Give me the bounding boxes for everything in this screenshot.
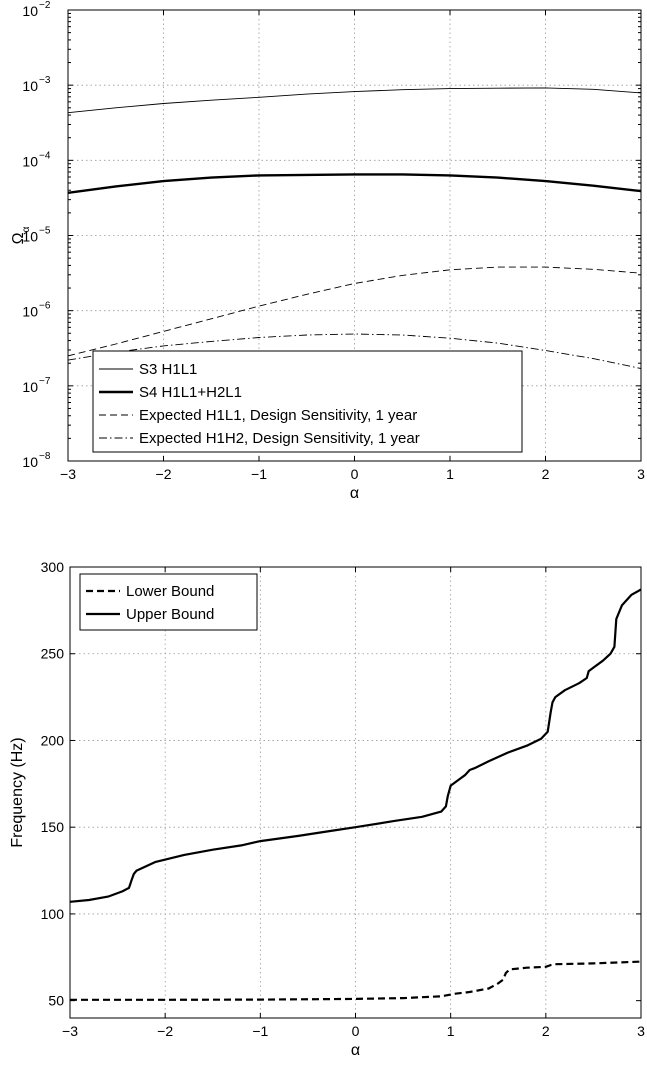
y-tick-exponent: −5 bbox=[39, 226, 51, 237]
x-tick-label: 2 bbox=[542, 1023, 550, 1039]
legend-label: Upper Bound bbox=[126, 606, 214, 623]
legend-label: Expected H1H2, Design Sensitivity, 1 yea… bbox=[139, 430, 420, 447]
y-axis-label-symbol: Ω bbox=[10, 232, 27, 244]
y-tick-base: 10 bbox=[22, 78, 38, 94]
y-tick-label: 300 bbox=[41, 559, 65, 575]
legend-label: S4 H1L1+H2L1 bbox=[139, 384, 242, 401]
x-tick-label: −3 bbox=[62, 1023, 78, 1039]
x-axis-label: α bbox=[351, 1042, 360, 1059]
x-tick-label: 1 bbox=[447, 1023, 455, 1039]
y-tick-exponent: −2 bbox=[39, 0, 51, 11]
y-axis-label: Ωα bbox=[10, 226, 32, 244]
series-line-4 bbox=[68, 333, 641, 369]
x-tick-label: 3 bbox=[637, 466, 645, 482]
y-tick-label: 200 bbox=[41, 732, 65, 748]
x-tick-label: −2 bbox=[157, 1023, 173, 1039]
y-tick-exponent: −3 bbox=[39, 75, 51, 86]
x-tick-label: 0 bbox=[352, 1023, 360, 1039]
y-tick-base: 10 bbox=[22, 379, 38, 395]
y-tick-label: 10 bbox=[22, 229, 38, 245]
y-tick-label: 250 bbox=[41, 646, 65, 662]
x-tick-label: 1 bbox=[446, 466, 454, 482]
y-tick-label: 150 bbox=[41, 819, 65, 835]
y-tick-base: 10 bbox=[22, 229, 38, 245]
y-tick-base: 10 bbox=[22, 153, 38, 169]
y-tick-label: 10 bbox=[22, 78, 38, 94]
x-tick-label: 2 bbox=[542, 466, 550, 482]
y-tick-exponent: −7 bbox=[39, 376, 51, 387]
series-line-1 bbox=[68, 87, 641, 114]
y-tick-exponent: −4 bbox=[39, 150, 51, 161]
y-tick-label: 10 bbox=[22, 304, 38, 320]
y-tick-exponent: −8 bbox=[39, 451, 51, 462]
x-tick-label: −3 bbox=[60, 466, 76, 482]
y-tick-base: 10 bbox=[22, 304, 38, 320]
y-tick-label: 10 bbox=[22, 454, 38, 470]
x-tick-label: 3 bbox=[637, 1023, 645, 1039]
x-tick-label: −2 bbox=[156, 466, 172, 482]
series-line-3 bbox=[68, 266, 641, 357]
series-line-2 bbox=[70, 588, 641, 903]
y-axis-label-subscript: α bbox=[21, 226, 32, 232]
y-tick-label: 50 bbox=[48, 993, 64, 1009]
legend-label: S3 H1L1 bbox=[139, 361, 197, 378]
y-tick-base: 10 bbox=[22, 3, 38, 19]
chart-panel-1: −3 −2 −1 0 1 2 310−810−710−610−510−410−310 −2αΩ… bbox=[10, 0, 645, 502]
series-line-1 bbox=[70, 960, 641, 1001]
x-tick-label: −1 bbox=[252, 1023, 268, 1039]
x-axis-label: α bbox=[350, 485, 359, 502]
y-tick-label: 100 bbox=[41, 906, 65, 922]
chart-panel-2: −3 −2 −1 0 1 2 3 50 100 150 200 250 300 α Frequency (H… bbox=[9, 559, 645, 1059]
x-tick-label: 0 bbox=[351, 466, 359, 482]
legend-box bbox=[92, 350, 523, 453]
y-axis-label: Frequency (Hz) bbox=[9, 737, 26, 847]
y-tick-label: 10 bbox=[22, 3, 38, 19]
y-tick-exponent: −6 bbox=[39, 301, 51, 312]
y-tick-base: 10 bbox=[22, 454, 38, 470]
legend-box bbox=[79, 573, 258, 631]
legend-label: Expected H1L1, Design Sensitivity, 1 yea… bbox=[139, 407, 417, 424]
y-tick-label: 10 bbox=[22, 153, 38, 169]
legend: Lower Bound Upper Bound bbox=[79, 573, 258, 631]
plot-frame bbox=[67, 9, 642, 462]
plot-frame bbox=[69, 566, 642, 1019]
legend: S3 H1L1 S4 H1L1+H2L1 Expected H1L1, Design… bbox=[92, 350, 523, 453]
x-tick-label: −1 bbox=[251, 466, 267, 482]
series-line-2 bbox=[68, 173, 641, 194]
legend-label: Lower Bound bbox=[126, 583, 214, 600]
y-tick-label: 10 bbox=[22, 379, 38, 395]
